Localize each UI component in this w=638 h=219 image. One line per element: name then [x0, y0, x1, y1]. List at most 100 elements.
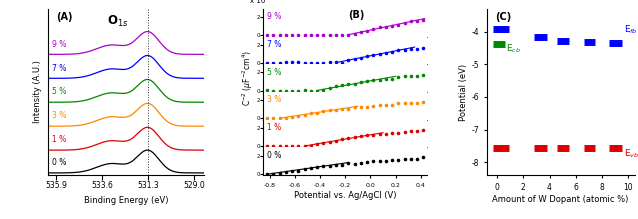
Point [412, 157, 422, 161]
Point [393, 101, 403, 105]
Text: 5 %: 5 % [52, 87, 66, 97]
Point [387, 158, 397, 162]
Point [312, 165, 322, 169]
Point [375, 132, 385, 136]
Point [281, 116, 291, 120]
Point [399, 101, 410, 104]
Point [306, 89, 316, 92]
Text: 5 %: 5 % [267, 68, 281, 77]
Point [387, 77, 397, 80]
Point [419, 155, 429, 159]
Point [293, 89, 304, 92]
Point [337, 61, 347, 64]
Point [356, 80, 366, 84]
Point [375, 52, 385, 56]
Point [274, 89, 285, 92]
Point [381, 77, 391, 80]
Point [381, 25, 391, 28]
Text: 9 %: 9 % [267, 12, 281, 21]
Point [330, 85, 341, 88]
Point [262, 172, 272, 176]
Text: 0 %: 0 % [267, 151, 281, 160]
Point [281, 33, 291, 37]
Point [318, 110, 329, 113]
Point [381, 132, 391, 135]
Point [399, 157, 410, 161]
Point [375, 159, 385, 162]
Point [268, 61, 278, 65]
Text: 7 %: 7 % [52, 64, 66, 72]
Text: (C): (C) [495, 12, 512, 22]
Point [318, 141, 329, 145]
Point [262, 144, 272, 147]
Point [287, 89, 297, 92]
Point [412, 129, 422, 132]
Point [274, 171, 285, 174]
Point [406, 129, 416, 133]
Point [368, 104, 378, 108]
Text: 3 %: 3 % [267, 95, 281, 104]
Point [306, 111, 316, 114]
Text: E$_{vb}$: E$_{vb}$ [625, 148, 638, 160]
Point [262, 117, 272, 120]
Point [330, 163, 341, 166]
Point [419, 73, 429, 76]
Point [393, 49, 403, 52]
Point [343, 137, 353, 140]
Point [287, 144, 297, 147]
Point [368, 159, 378, 163]
Point [419, 129, 429, 132]
X-axis label: Potential vs. Ag/AgCl (V): Potential vs. Ag/AgCl (V) [294, 191, 396, 200]
Point [337, 137, 347, 141]
Text: 1 %: 1 % [52, 135, 66, 144]
Point [368, 78, 378, 82]
Point [268, 89, 278, 92]
Point [325, 33, 335, 37]
Point [293, 114, 304, 117]
Point [312, 61, 322, 65]
Point [268, 33, 278, 37]
Point [337, 163, 347, 166]
Point [287, 115, 297, 118]
Point [406, 101, 416, 105]
Text: 3 %: 3 % [52, 111, 66, 120]
Point [343, 107, 353, 110]
Point [293, 60, 304, 64]
Point [350, 32, 360, 36]
Point [274, 144, 285, 148]
Point [312, 89, 322, 92]
Point [350, 162, 360, 165]
Point [350, 82, 360, 85]
Point [419, 18, 429, 22]
Point [325, 86, 335, 90]
Point [375, 104, 385, 107]
Point [399, 21, 410, 25]
Point [299, 144, 309, 148]
Point [387, 131, 397, 134]
Point [412, 47, 422, 51]
Point [375, 78, 385, 81]
Point [362, 29, 372, 33]
Point [356, 161, 366, 164]
Point [362, 54, 372, 57]
Point [287, 169, 297, 173]
Point [330, 61, 341, 64]
Point [343, 83, 353, 86]
Point [318, 88, 329, 92]
Y-axis label: Potential (eV): Potential (eV) [459, 64, 468, 120]
Point [281, 144, 291, 148]
Point [393, 131, 403, 135]
Point [262, 61, 272, 65]
Point [406, 48, 416, 51]
Point [299, 61, 309, 65]
Point [356, 56, 366, 60]
Point [343, 33, 353, 37]
Point [343, 161, 353, 165]
Point [262, 88, 272, 92]
Point [362, 160, 372, 164]
Point [362, 133, 372, 137]
Point [268, 172, 278, 175]
Point [318, 33, 329, 37]
Point [406, 19, 416, 23]
Point [287, 33, 297, 37]
